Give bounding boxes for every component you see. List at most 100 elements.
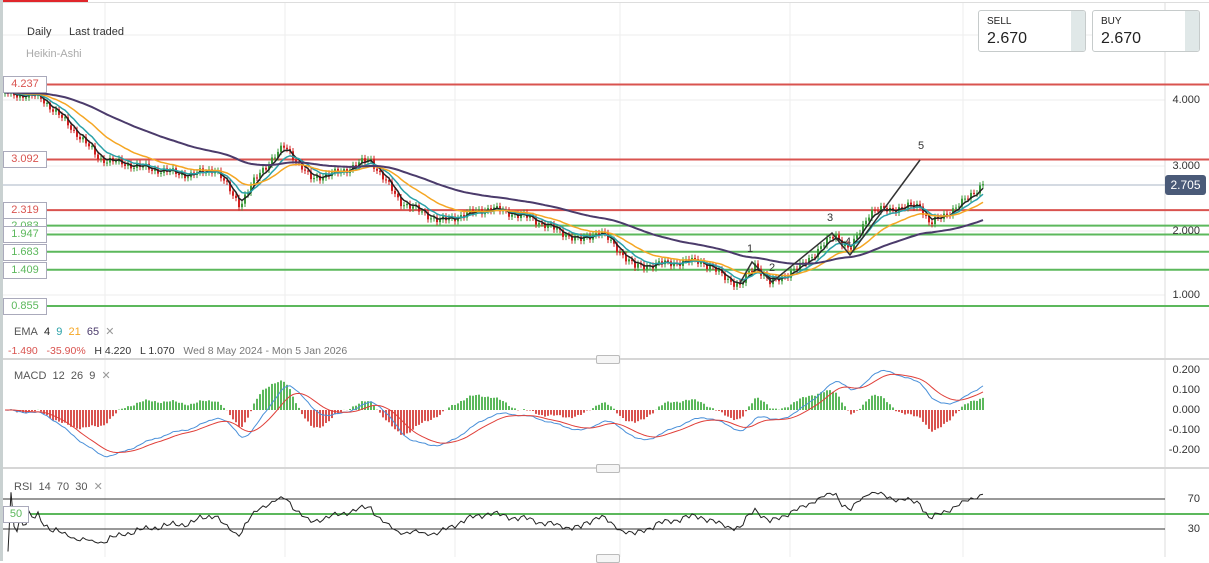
sell-button[interactable]: SELL 2.670	[978, 10, 1086, 52]
macd-histogram-bar	[964, 404, 966, 410]
chart-type-label[interactable]: Heikin-Ashi	[26, 48, 82, 60]
macd-histogram-bar	[670, 403, 672, 410]
macd-histogram-bar	[169, 401, 171, 410]
wave-label: 1	[747, 243, 753, 255]
candle	[430, 218, 432, 219]
macd-histogram-bar	[163, 401, 165, 410]
macd-histogram-bar	[478, 395, 480, 410]
macd-histogram-bar	[130, 406, 132, 410]
macd-axis-label: -0.200	[1169, 444, 1200, 456]
candle	[412, 206, 414, 208]
macd-histogram-bar	[751, 403, 753, 410]
level-label[interactable]: 1.947	[3, 226, 47, 243]
macd-histogram-bar	[907, 410, 909, 414]
candle	[376, 169, 378, 171]
interval-selector[interactable]: Daily	[27, 26, 51, 38]
macd-histogram-bar	[925, 410, 927, 425]
candle	[307, 171, 309, 172]
candle	[793, 269, 795, 271]
macd-histogram-bar	[190, 404, 192, 410]
resize-handle[interactable]	[596, 554, 620, 563]
macd-histogram-bar	[838, 397, 840, 410]
candle	[280, 146, 282, 152]
remove-macd-icon[interactable]: ✕	[102, 370, 111, 382]
level-label[interactable]: 1.409	[3, 262, 47, 279]
level-label[interactable]: 3.092	[3, 151, 47, 168]
macd-histogram-bar	[697, 402, 699, 410]
candle	[877, 210, 879, 211]
macd-histogram-bar	[298, 408, 300, 410]
macd-histogram-bar	[244, 410, 246, 422]
level-label[interactable]: 2.319	[3, 202, 47, 219]
candle	[931, 222, 933, 224]
macd-histogram-bar	[286, 385, 288, 410]
macd-histogram-bar	[250, 410, 252, 411]
macd-histogram-bar	[619, 410, 621, 416]
macd-histogram-bar	[874, 395, 876, 410]
macd-histogram-bar	[718, 410, 720, 411]
macd-histogram-bar	[850, 410, 852, 414]
macd-histogram-bar	[676, 402, 678, 410]
macd-histogram-bar	[844, 406, 846, 410]
resize-handle[interactable]	[596, 464, 620, 473]
macd-histogram-bar	[610, 406, 612, 410]
macd-histogram-bar	[58, 410, 60, 422]
buy-button[interactable]: BUY 2.670	[1092, 10, 1200, 52]
macd-histogram-bar	[124, 408, 126, 410]
macd-histogram-bar	[217, 402, 219, 410]
macd-histogram-bar	[265, 389, 267, 410]
macd-histogram-bar	[550, 410, 552, 415]
macd-histogram-bar	[127, 406, 129, 410]
macd-histogram-bar	[349, 409, 351, 410]
macd-histogram-bar	[433, 410, 435, 418]
candle	[565, 235, 567, 236]
candle	[91, 146, 93, 147]
macd-histogram-bar	[193, 404, 195, 410]
level-label[interactable]: 4.237	[3, 76, 47, 93]
macd-histogram-bar	[736, 410, 738, 419]
macd-histogram-bar	[937, 410, 939, 428]
macd-histogram-bar	[40, 410, 42, 411]
macd-histogram-bar	[94, 410, 96, 426]
macd-histogram-bar	[427, 410, 429, 421]
level-label[interactable]: 0.855	[3, 298, 47, 315]
candle	[223, 178, 225, 180]
price-type-selector[interactable]: Last traded	[69, 26, 124, 38]
resize-handle[interactable]	[596, 355, 620, 364]
macd-histogram-bar	[901, 410, 903, 413]
level-label[interactable]: 1.683	[3, 244, 47, 261]
macd-histogram-bar	[199, 400, 201, 410]
macd-histogram-bar	[136, 403, 138, 410]
macd-histogram-bar	[727, 410, 729, 417]
candle	[955, 208, 957, 209]
macd-axis-label: 0.200	[1172, 364, 1200, 376]
candle	[262, 168, 264, 173]
macd-histogram-bar	[952, 410, 954, 416]
macd-histogram-bar	[877, 396, 879, 410]
macd-histogram-bar	[421, 410, 423, 423]
candle	[160, 173, 162, 174]
macd-histogram-bar	[544, 410, 546, 417]
macd-histogram-bar	[919, 410, 921, 418]
macd-histogram-bar	[202, 401, 204, 410]
axis-label: 4.000	[1172, 94, 1200, 106]
macd-histogram-bar	[466, 398, 468, 410]
remove-ema-icon[interactable]: ✕	[105, 326, 114, 338]
candle	[964, 199, 966, 200]
macd-histogram-bar	[241, 410, 243, 427]
macd-histogram-bar	[598, 405, 600, 410]
remove-rsi-icon[interactable]: ✕	[94, 481, 103, 493]
macd-histogram-bar	[745, 410, 747, 411]
macd-histogram-bar	[439, 410, 441, 415]
macd-histogram-bar	[946, 410, 948, 422]
macd-histogram-bar	[949, 410, 951, 420]
macd-histogram-bar	[796, 401, 798, 410]
macd-histogram-bar	[160, 403, 162, 410]
macd-histogram-bar	[34, 410, 36, 411]
macd-histogram-bar	[862, 405, 864, 410]
macd-histogram-bar	[79, 410, 81, 429]
macd-histogram-bar	[256, 399, 258, 410]
macd-histogram-bar	[835, 393, 837, 410]
candle	[511, 215, 513, 217]
